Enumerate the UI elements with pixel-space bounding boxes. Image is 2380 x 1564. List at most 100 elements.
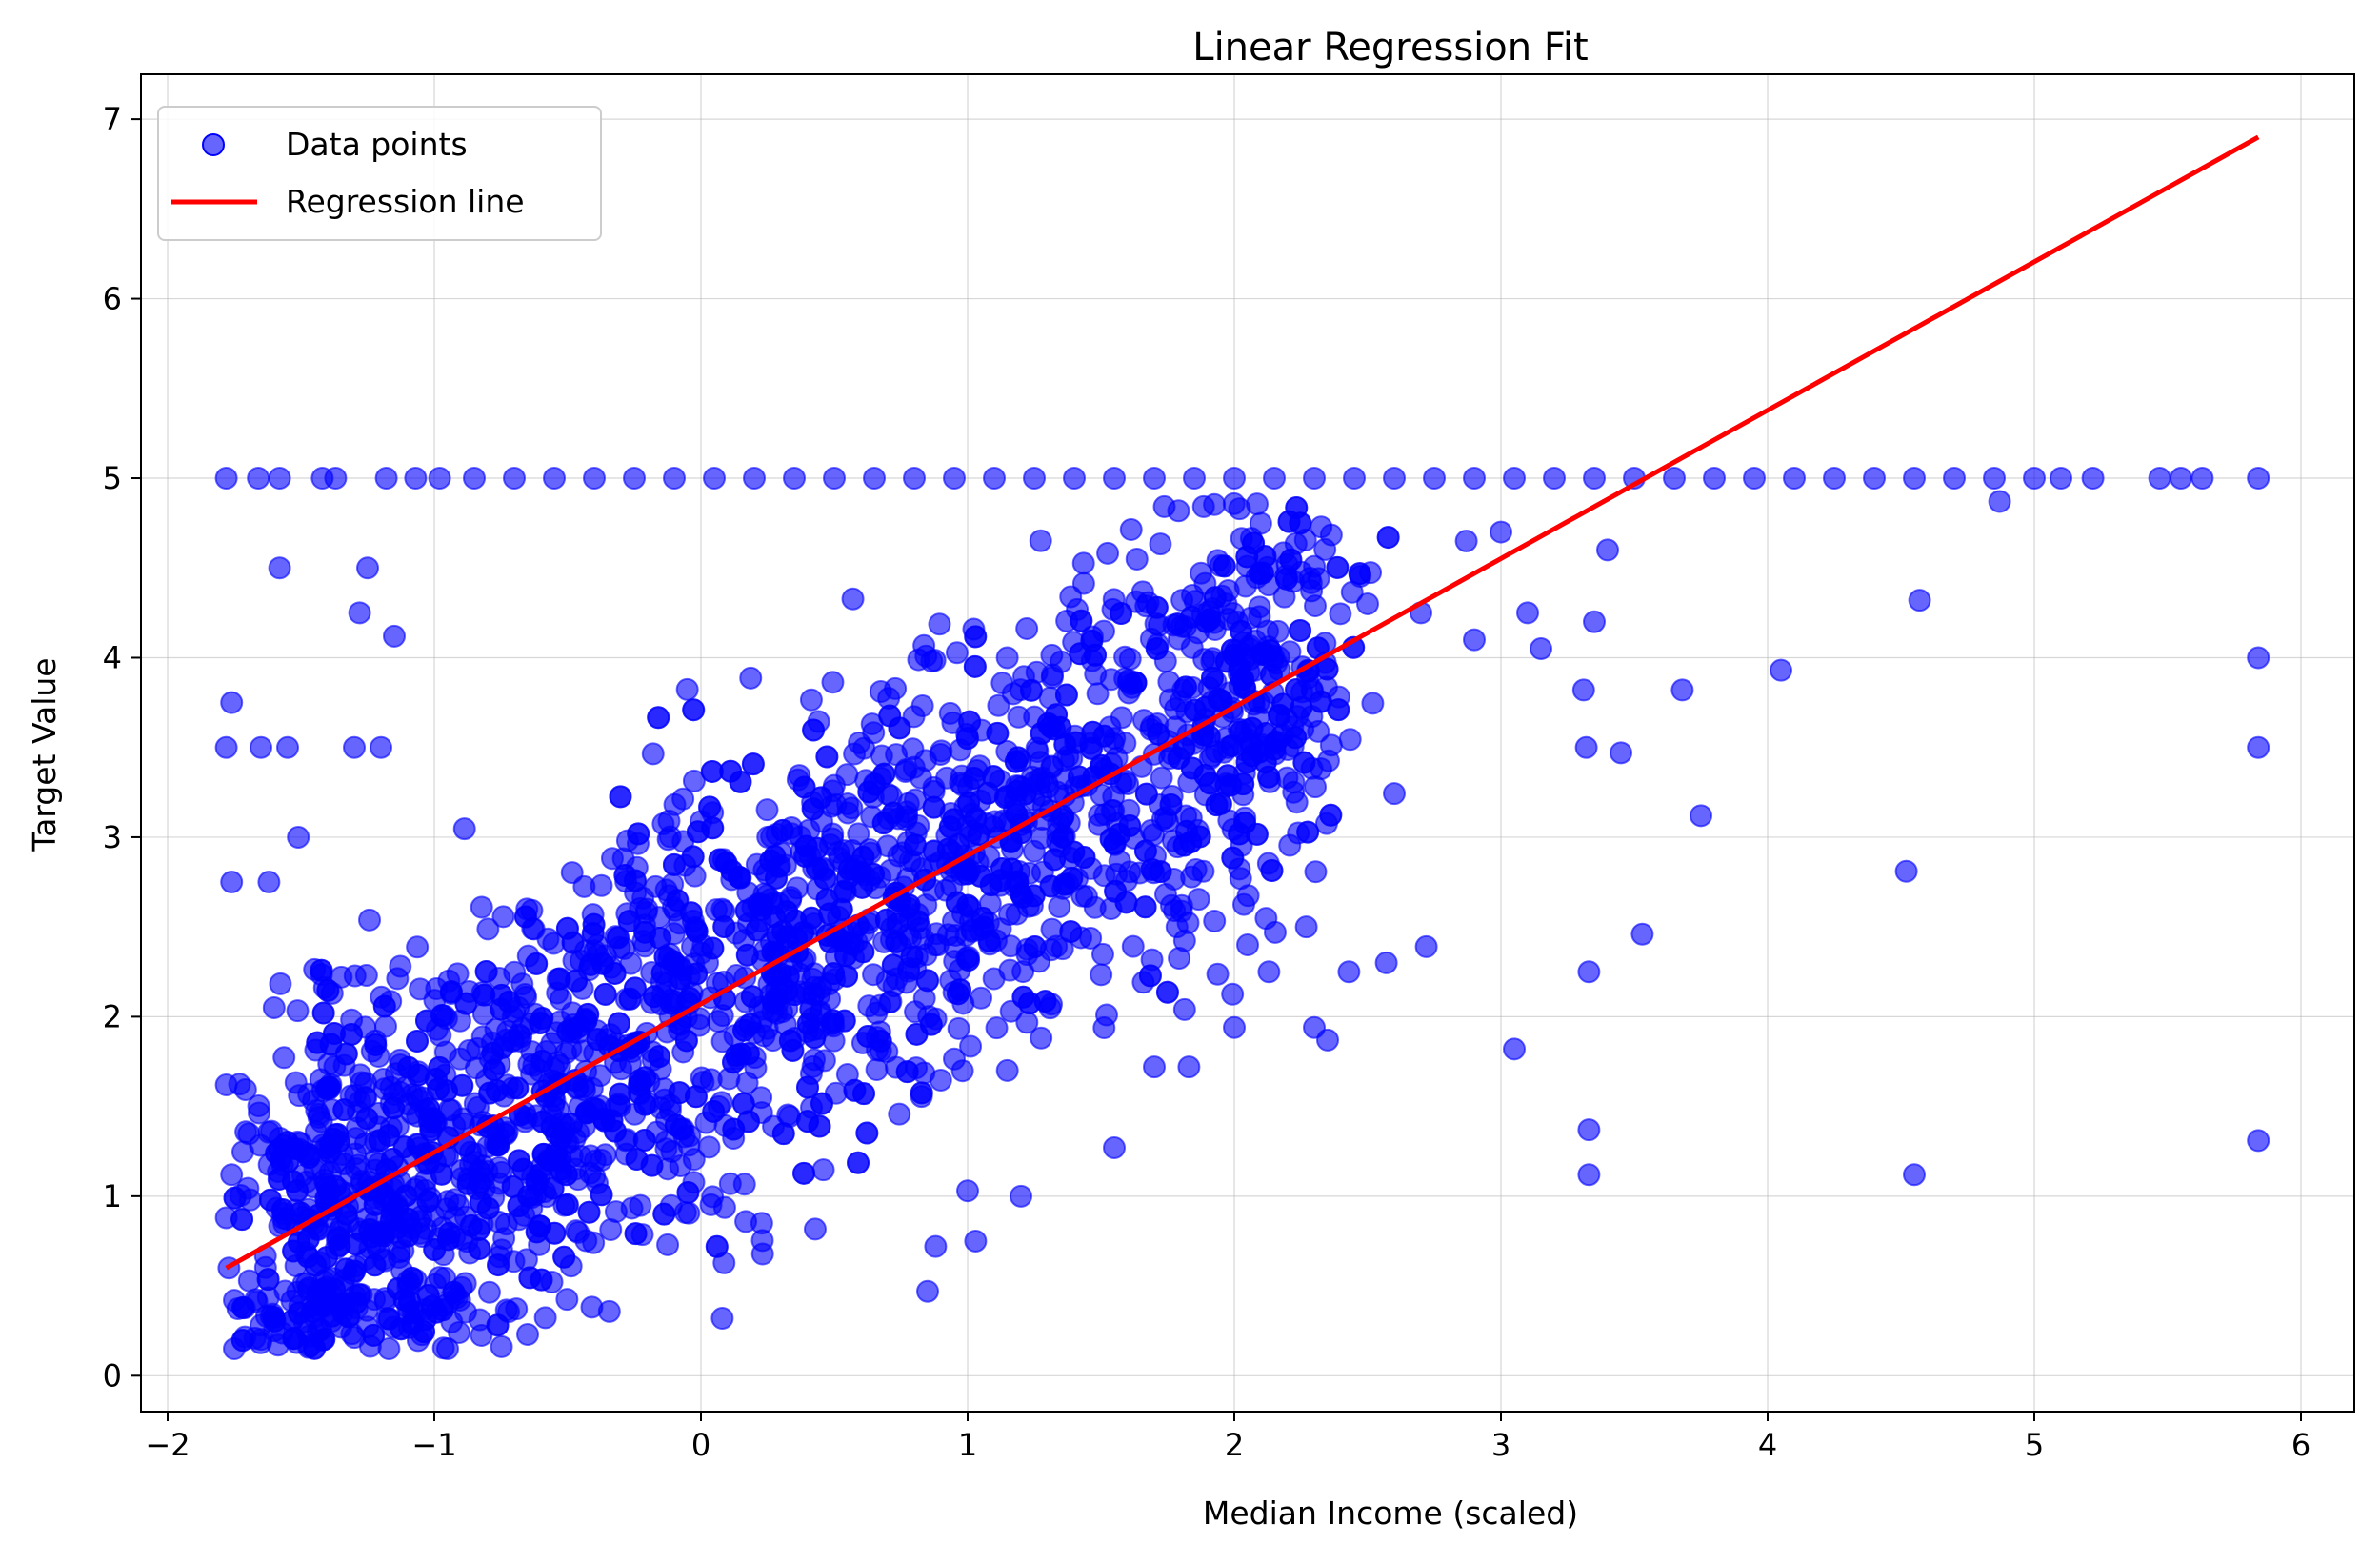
data-point: [1278, 833, 1302, 857]
data-point: [653, 945, 677, 969]
data-point: [1103, 467, 1126, 491]
data-point: [297, 1143, 321, 1167]
data-point: [740, 985, 764, 1009]
data-point: [1043, 848, 1067, 872]
data-point: [943, 467, 966, 491]
chart-title: Linear Regression Fit: [1192, 26, 1588, 70]
data-point: [454, 992, 478, 1015]
data-point: [2023, 467, 2046, 491]
data-point: [964, 1229, 988, 1253]
y-tick-label: 7: [103, 101, 122, 137]
data-point: [2050, 467, 2072, 491]
data-point: [888, 716, 911, 740]
data-point: [722, 1117, 746, 1141]
x-tick-label: 5: [2025, 1427, 2044, 1463]
data-point: [670, 1117, 693, 1141]
data-point: [841, 587, 865, 611]
data-point: [286, 999, 310, 1023]
data-point: [1150, 766, 1173, 790]
data-point: [681, 845, 705, 869]
data-point: [915, 969, 939, 993]
data-point: [647, 706, 670, 730]
data-point: [878, 991, 902, 1014]
data-point: [1823, 467, 1846, 491]
data-point: [1583, 467, 1606, 491]
data-point: [803, 1217, 827, 1241]
data-point: [1143, 1055, 1166, 1079]
data-point: [1289, 618, 1312, 642]
data-point: [750, 898, 773, 922]
data-point: [1543, 467, 1566, 491]
data-point: [835, 964, 859, 988]
data-point: [1015, 616, 1039, 640]
data-point: [1183, 467, 1206, 491]
data-point: [1029, 529, 1052, 552]
data-point: [1145, 595, 1169, 619]
data-point: [1172, 997, 1196, 1021]
data-point: [1004, 750, 1028, 773]
data-point: [270, 1198, 294, 1222]
x-tick-label: 4: [1758, 1427, 1777, 1463]
x-tick-label: 6: [2291, 1427, 2310, 1463]
data-point: [577, 1200, 601, 1224]
data-point: [503, 960, 527, 984]
data-point: [428, 467, 451, 491]
data-point: [635, 897, 659, 921]
data-point: [1240, 716, 1264, 740]
data-point: [592, 1109, 616, 1133]
y-tick-label: 6: [103, 281, 122, 317]
legend-label-regression-line: Regression line: [286, 183, 525, 220]
data-point: [1083, 895, 1107, 919]
data-point: [1084, 643, 1108, 667]
data-point: [1104, 879, 1128, 903]
x-tick-label: 0: [691, 1427, 710, 1463]
data-point: [1070, 609, 1093, 632]
data-point: [923, 649, 947, 672]
data-point: [428, 1055, 451, 1079]
x-axis-label: Median Income (scaled): [1203, 1494, 1578, 1532]
data-point: [1033, 990, 1057, 1013]
data-point: [1292, 751, 1316, 774]
data-point: [924, 1234, 948, 1258]
data-point: [643, 985, 667, 1009]
data-point: [1229, 867, 1252, 891]
data-point: [840, 796, 864, 820]
data-point: [652, 1202, 676, 1226]
data-point: [857, 780, 881, 804]
data-point: [959, 1034, 983, 1058]
data-point: [770, 818, 794, 842]
data-point: [476, 1196, 500, 1220]
data-point: [1903, 1163, 1926, 1187]
data-point: [745, 918, 769, 942]
data-point: [1212, 554, 1236, 578]
data-point: [529, 1011, 552, 1034]
data-point: [1983, 467, 2006, 491]
data-point: [986, 721, 1010, 745]
data-point: [382, 1096, 406, 1120]
data-point: [701, 936, 725, 960]
data-point: [1503, 1037, 1526, 1061]
data-point: [656, 828, 680, 852]
data-point: [1414, 934, 1438, 958]
data-point: [593, 982, 617, 1006]
data-point: [1503, 467, 1526, 491]
data-point: [406, 935, 430, 959]
data-point: [1894, 859, 1918, 883]
data-point: [416, 1190, 440, 1213]
data-point: [900, 945, 924, 969]
data-point: [513, 905, 537, 929]
data-point: [1153, 882, 1177, 906]
data-point: [214, 735, 238, 759]
data-point: [1159, 792, 1183, 816]
data-point: [1248, 561, 1271, 585]
data-point: [682, 769, 706, 792]
data-point: [1248, 595, 1271, 619]
data-point: [487, 1253, 510, 1277]
data-point: [1454, 529, 1478, 552]
data-point: [1783, 467, 1806, 491]
data-point: [1059, 920, 1083, 944]
data-point: [843, 742, 867, 766]
data-point: [1130, 580, 1154, 604]
data-point: [348, 1283, 371, 1307]
data-point: [1228, 656, 1251, 680]
